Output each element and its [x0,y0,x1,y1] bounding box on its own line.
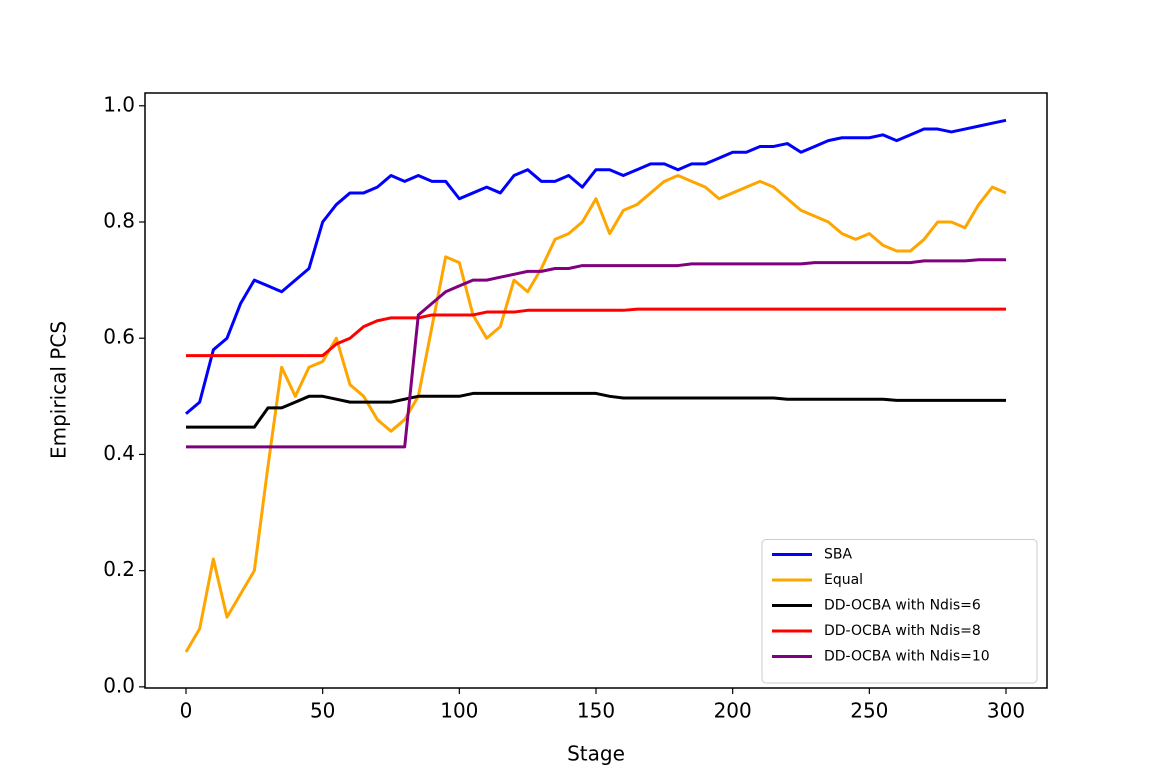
y-tick-label: 0.2 [103,557,135,581]
y-tick-label: 0.6 [103,325,135,349]
legend-label: SBA [824,547,852,563]
series-line [185,118,1007,415]
y-tick-label: 0.4 [103,441,135,465]
legend-box [761,539,1038,684]
y-axis-label: Empirical PCS [47,321,71,459]
x-tick-label: 0 [180,699,193,723]
x-tick-label: 100 [440,699,478,723]
y-tick-label: 1.0 [103,92,135,116]
legend-label: DD-OCBA with Ndis=6 [824,598,981,614]
series-line [184,174,1007,653]
legend: SBA Equal DD-OCBA with Ndis=6 DD-OCBA with … [761,539,1038,684]
legend-label: DD-OCBA with Ndis=8 [824,623,981,639]
y-tick-label: 0.8 [103,208,135,232]
y-tick-label: 0.0 [103,673,135,697]
x-axis-label: Stage [567,742,625,766]
series-line [186,258,1006,449]
plot-frame [144,92,1048,689]
x-tick-label: 50 [310,699,335,723]
legend-label: Equal [824,572,863,588]
legend-label: DD-OCBA with Ndis=10 [824,649,990,665]
x-tick-label: 200 [714,699,752,723]
x-tick-label: 300 [987,699,1025,723]
x-tick-label: 250 [850,699,888,723]
x-tick-label: 150 [577,699,615,723]
series-line [186,307,1006,358]
series-line [186,391,1006,429]
